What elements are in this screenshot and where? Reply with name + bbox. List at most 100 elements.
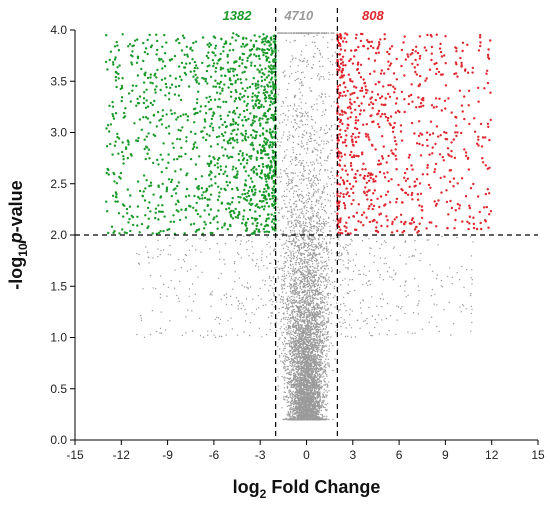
point-neutral (316, 154, 318, 156)
point-neutral (307, 33, 310, 36)
point-neutral (294, 159, 297, 161)
point-neutral (296, 346, 299, 348)
point-neutral (306, 283, 309, 286)
point-neutral (277, 50, 279, 52)
point-neutral (313, 252, 316, 254)
point-neutral (302, 301, 304, 303)
point-neutral (326, 263, 328, 265)
point-neutral (280, 176, 283, 178)
point-neutral (320, 196, 322, 198)
point-neutral (308, 345, 311, 347)
point-neutral (290, 267, 292, 270)
point-neutral (316, 319, 318, 321)
point-neutral (288, 75, 291, 78)
point-neutral (283, 396, 285, 398)
point-neutral (304, 239, 306, 241)
point-neutral (299, 223, 301, 225)
point-neutral (288, 345, 291, 347)
point-neutral (315, 201, 317, 203)
point-neutral (304, 169, 306, 172)
point-neutral (305, 294, 307, 296)
point-neutral (305, 327, 307, 329)
point-neutral (282, 112, 284, 115)
point-neutral (323, 311, 325, 313)
point-neutral (307, 198, 309, 200)
point-neutral (334, 295, 336, 297)
point-neutral (323, 342, 325, 344)
point-neutral (309, 297, 311, 300)
point-neutral (292, 403, 295, 406)
point-neutral (292, 354, 294, 357)
point-neutral (288, 382, 291, 384)
point-neutral (310, 179, 312, 182)
point-neutral (323, 361, 326, 363)
point-neutral (319, 364, 322, 367)
point-neutral (311, 249, 314, 251)
point-neutral (286, 405, 289, 407)
point-neutral (325, 354, 327, 357)
point-neutral (299, 280, 301, 282)
point-neutral (315, 231, 318, 234)
point-neutral (281, 267, 284, 270)
point-neutral (298, 372, 300, 374)
point-neutral (331, 39, 333, 41)
point-neutral (308, 389, 311, 392)
point-neutral (323, 340, 325, 343)
point-neutral (334, 280, 336, 283)
point-neutral (303, 361, 305, 364)
point-neutral (329, 283, 331, 285)
point-neutral (288, 131, 290, 133)
point-neutral (289, 256, 291, 259)
point-neutral (319, 162, 321, 164)
point-neutral (312, 246, 314, 248)
point-neutral (302, 221, 304, 223)
point-neutral (300, 145, 302, 147)
point-neutral (291, 276, 293, 278)
point-neutral (311, 253, 313, 256)
point-neutral (278, 354, 281, 357)
point-neutral (283, 270, 285, 272)
point-neutral (324, 378, 326, 380)
point-neutral (321, 208, 323, 211)
point-neutral (324, 331, 326, 333)
point-neutral (275, 176, 278, 178)
point-neutral (316, 290, 318, 293)
point-neutral (297, 244, 299, 247)
point-neutral (325, 358, 327, 360)
point-neutral (298, 244, 300, 247)
point-neutral (321, 256, 323, 259)
point-neutral (303, 365, 306, 367)
point-neutral (322, 344, 324, 347)
point-neutral (332, 192, 335, 194)
point-neutral (283, 273, 285, 275)
point-neutral (293, 247, 295, 250)
point-neutral (320, 292, 322, 294)
point-neutral (329, 195, 332, 197)
point-neutral (301, 175, 304, 177)
point-neutral (321, 114, 323, 117)
point-neutral (322, 277, 325, 279)
point-neutral (310, 403, 312, 405)
point-neutral (315, 270, 317, 272)
point-neutral (294, 172, 297, 174)
point-neutral (289, 340, 291, 342)
point-neutral (303, 168, 305, 170)
point-neutral (283, 215, 285, 217)
point-neutral (287, 105, 289, 107)
point-neutral (306, 318, 308, 321)
point-neutral (295, 356, 298, 358)
point-neutral (306, 258, 308, 261)
point-neutral (294, 278, 296, 281)
point-neutral (325, 247, 327, 249)
point-neutral (283, 367, 285, 370)
point-neutral (306, 141, 308, 144)
point-neutral (320, 349, 322, 352)
point-neutral (314, 371, 317, 373)
point-neutral (298, 338, 301, 340)
point-neutral (312, 181, 314, 183)
point-neutral (282, 361, 284, 363)
point-neutral (326, 156, 329, 158)
point-neutral (324, 278, 326, 280)
point-neutral (300, 54, 302, 56)
